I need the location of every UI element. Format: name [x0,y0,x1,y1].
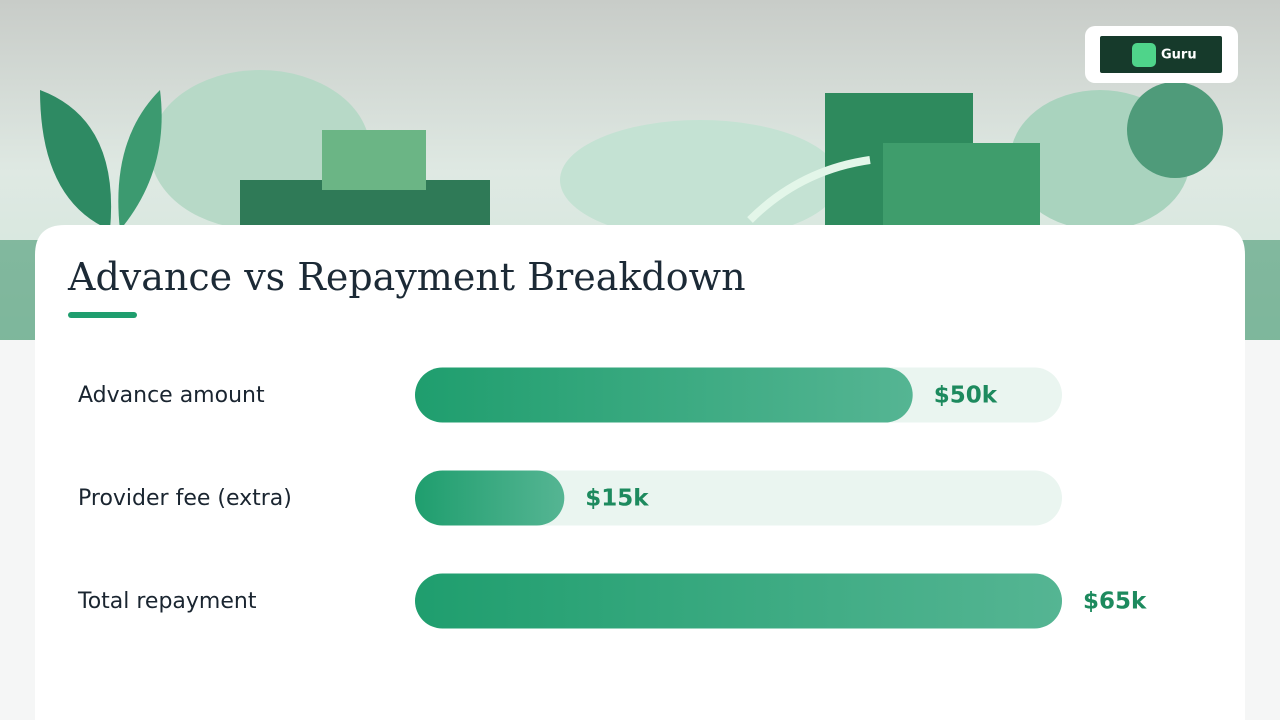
button-icon [1132,43,1156,67]
value-label: $65k [1083,589,1147,615]
bar [415,470,565,526]
category-label: Provider fee (extra) [78,486,292,511]
button-label[interactable]: Guru [1161,48,1197,63]
guru-button[interactable]: Guru [1085,26,1238,83]
bar [415,573,1062,629]
value-label: $15k [585,486,649,512]
category-label: Total repayment [77,589,257,614]
bar [415,367,913,423]
title-underline [68,312,137,318]
category-label: Advance amount [78,383,265,408]
bar-track [415,470,1062,526]
chart-title: Advance vs Repayment Breakdown [67,255,746,299]
value-label: $50k [934,383,998,409]
plot: Advance amount $50k Provider fee (extra) $1… [77,367,1147,629]
button-body[interactable] [1100,36,1222,73]
